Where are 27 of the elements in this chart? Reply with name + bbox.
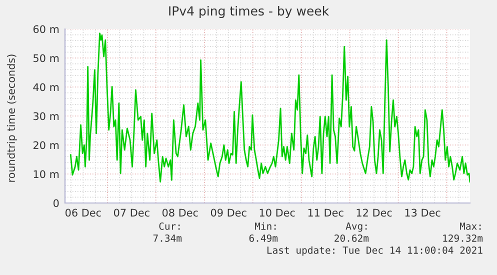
text: 6.49m [249,234,278,242]
x-tick-label: 06 Dec [66,208,101,217]
x-tick-label: 07 Dec [114,208,150,217]
x-tick-label: 12 Dec [356,208,392,217]
text: 129.32m [443,234,483,242]
y-tick-label: 20 m [33,141,59,150]
text: Avg: [346,222,367,232]
y-tick-label: 30 m [34,112,59,120]
y-tick-label: 50 m [34,54,59,62]
y-axis-title: roundtrip time (seconds) [6,54,18,182]
y-tick-label: 10 m [34,170,59,178]
x-tick-label: 08 Dec [162,208,198,217]
y-tick-label: 60 m [33,25,59,34]
text: 20.62m [334,234,369,242]
text: Cur: [159,222,180,230]
x-tick-label: 10 Dec [260,208,295,217]
text: 7.34m [153,234,182,242]
chart-title: IPv4 ping times - by week [169,6,330,18]
x-tick-label: 11 Dec [308,208,344,217]
text: Min: [254,222,276,230]
y-tick-label: 40 m [33,83,59,92]
text: Last update: Tue Dec 14 11:00:04 2021 [267,246,482,256]
text: Max: [460,222,481,230]
x-tick-label: 09 Dec [210,208,246,217]
x-tick-label: 13 Dec [405,208,440,217]
line-series [70,32,470,183]
y-tick-label: 0 [54,199,59,208]
